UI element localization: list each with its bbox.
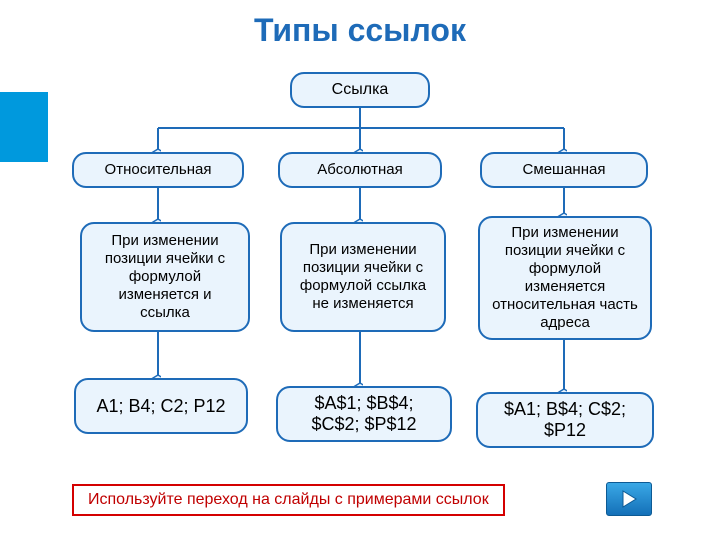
type-label: Относительная — [105, 161, 212, 178]
example-text: $A1; B$4; C$2; $P12 — [490, 399, 640, 440]
type-label: Абсолютная — [317, 161, 402, 178]
desc-box-relative: При изменении позиции ячейки с формулой … — [80, 222, 250, 332]
desc-box-absolute: При изменении позиции ячейки с формулой … — [280, 222, 446, 332]
type-box-absolute: Абсолютная — [278, 152, 442, 188]
desc-box-mixed: При изменении позиции ячейки с формулой … — [478, 216, 652, 340]
example-box-relative[interactable]: A1; B4; C2; P12 — [74, 378, 248, 434]
type-box-relative: Относительная — [72, 152, 244, 188]
root-label: Ссылка — [332, 81, 389, 99]
example-box-absolute[interactable]: $A$1; $B$4; $C$2; $P$12 — [276, 386, 452, 442]
type-box-mixed: Смешанная — [480, 152, 648, 188]
example-box-mixed[interactable]: $A1; B$4; C$2; $P12 — [476, 392, 654, 448]
hint-banner: Используйте переход на слайды с примерам… — [72, 484, 505, 516]
example-text: $A$1; $B$4; $C$2; $P$12 — [290, 393, 438, 434]
desc-text: При изменении позиции ячейки с формулой … — [92, 232, 238, 322]
hint-text: Используйте переход на слайды с примерам… — [88, 491, 489, 508]
type-label: Смешанная — [523, 161, 606, 178]
page-title: Типы ссылок — [0, 12, 720, 49]
root-box: Ссылка — [290, 72, 430, 108]
accent-bar — [0, 92, 48, 162]
play-icon — [619, 489, 639, 509]
example-text: A1; B4; C2; P12 — [96, 396, 225, 417]
next-slide-button[interactable] — [606, 482, 652, 516]
desc-text: При изменении позиции ячейки с формулой … — [490, 224, 640, 332]
desc-text: При изменении позиции ячейки с формулой … — [292, 241, 434, 313]
